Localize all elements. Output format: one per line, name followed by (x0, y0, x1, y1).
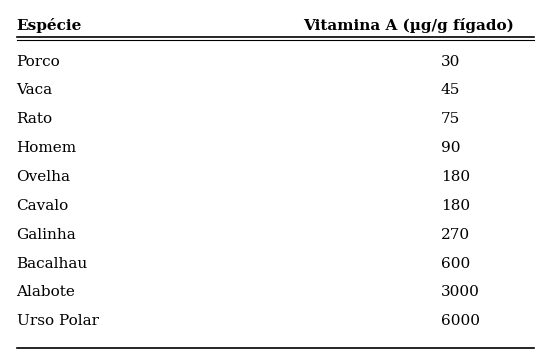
Text: 3000: 3000 (441, 285, 480, 300)
Text: Urso Polar: Urso Polar (17, 314, 99, 328)
Text: 180: 180 (441, 170, 470, 184)
Text: 6000: 6000 (441, 314, 480, 328)
Text: Vitamina A (µg/g fígado): Vitamina A (µg/g fígado) (303, 18, 514, 33)
Text: 600: 600 (441, 257, 470, 271)
Text: Vaca: Vaca (17, 83, 53, 98)
Text: 30: 30 (441, 55, 460, 69)
Text: 270: 270 (441, 228, 470, 242)
Text: 45: 45 (441, 83, 460, 98)
Text: Porco: Porco (17, 55, 60, 69)
Text: Espécie: Espécie (17, 18, 82, 33)
Text: Cavalo: Cavalo (17, 199, 69, 213)
Text: Homem: Homem (17, 141, 77, 155)
Text: Bacalhau: Bacalhau (17, 257, 88, 271)
Text: 90: 90 (441, 141, 460, 155)
Text: 75: 75 (441, 112, 460, 126)
Text: Rato: Rato (17, 112, 53, 126)
Text: Ovelha: Ovelha (17, 170, 71, 184)
Text: 180: 180 (441, 199, 470, 213)
Text: Alabote: Alabote (17, 285, 75, 300)
Text: Galinha: Galinha (17, 228, 76, 242)
